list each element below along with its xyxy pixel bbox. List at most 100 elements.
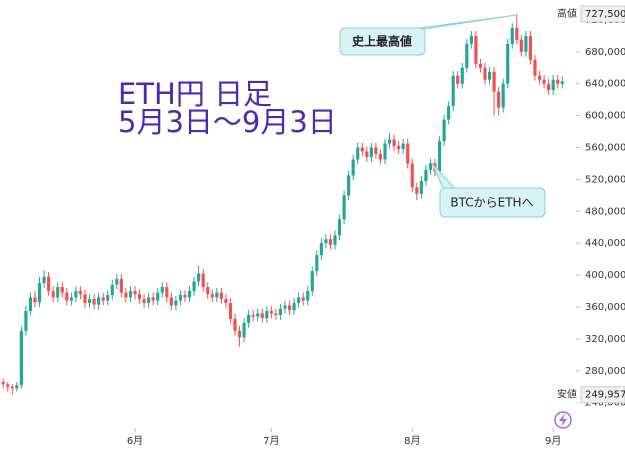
candle-body <box>260 313 264 319</box>
candle-body <box>369 147 373 158</box>
candle-body <box>487 71 492 80</box>
candle-body <box>287 305 292 311</box>
candle-body <box>451 75 455 107</box>
candle-body <box>274 313 278 315</box>
candle-body <box>537 75 542 80</box>
candle-body <box>383 143 387 160</box>
candle-body <box>374 147 378 154</box>
candle-body <box>33 297 37 303</box>
candle-body <box>28 297 33 311</box>
candle-body <box>69 297 73 301</box>
candle-body <box>515 27 519 40</box>
candle-body <box>106 295 110 301</box>
candle-body <box>37 283 42 303</box>
candle-body <box>483 67 487 80</box>
candle-body <box>428 163 433 170</box>
candle-body <box>306 291 310 301</box>
candle-body <box>160 287 164 293</box>
candle-body <box>42 276 46 284</box>
x-tick-label: 7月 <box>263 435 279 447</box>
callout-box <box>439 187 546 218</box>
candle-body <box>201 273 205 288</box>
candle-body <box>328 239 333 245</box>
x-tick-label: 9月 <box>545 435 561 447</box>
candle-body <box>547 83 551 91</box>
y-tick-label: 320,000 <box>585 334 625 345</box>
candle-body <box>97 297 101 305</box>
y-tick-label: 680,000 <box>585 47 625 58</box>
candle-body <box>228 303 233 319</box>
marker-value: 727,500 <box>585 9 625 20</box>
candle-body <box>183 295 187 298</box>
candle-body <box>119 279 123 293</box>
candle-body <box>283 305 287 309</box>
candle-body <box>15 385 19 389</box>
candle-body <box>174 300 178 306</box>
candle-body <box>497 91 501 108</box>
candle-body <box>115 279 119 285</box>
candle-body <box>83 294 87 304</box>
y-tick-label: 280,000 <box>585 366 625 377</box>
candle-body <box>233 318 237 331</box>
candle-body <box>133 291 137 295</box>
candle-body <box>124 292 128 298</box>
candle-body <box>542 79 546 84</box>
candle-body <box>351 159 355 176</box>
candle-body <box>247 314 251 323</box>
candle-body <box>278 308 283 315</box>
candle-body <box>437 141 442 172</box>
candle-body <box>47 276 51 292</box>
candle-body <box>92 299 96 305</box>
candle-body <box>397 145 401 150</box>
candle-body <box>219 292 223 300</box>
y-tick-label: 480,000 <box>585 206 625 217</box>
candle-body <box>410 163 414 188</box>
candle-body <box>510 27 514 44</box>
candle-body <box>310 271 314 292</box>
y-tick-label: 600,000 <box>585 111 625 122</box>
y-tick-label: 400,000 <box>585 270 625 281</box>
candle-body <box>460 67 464 84</box>
candle-body <box>387 139 392 144</box>
candle-body <box>51 291 55 298</box>
candle-body <box>10 386 14 389</box>
candle-body <box>142 299 146 304</box>
candle-body <box>56 287 60 298</box>
candle-body <box>197 273 201 282</box>
candle-body <box>360 147 364 152</box>
y-tick-label: 440,000 <box>585 238 625 249</box>
candle-body <box>74 291 78 298</box>
candle-body <box>474 35 478 64</box>
x-tick-label: 8月 <box>404 435 420 447</box>
candle-body <box>333 235 337 245</box>
candle-body <box>65 292 69 301</box>
candle-body <box>242 322 246 338</box>
candle-body <box>169 297 173 306</box>
marker-label: 安値 <box>557 388 577 401</box>
candle-body <box>533 59 537 76</box>
candle-body <box>137 294 142 300</box>
candle-body <box>528 35 533 60</box>
candle-body <box>24 310 28 331</box>
candle-body <box>87 299 92 304</box>
candle-body <box>19 330 23 386</box>
candle-body <box>342 195 346 220</box>
callout-text: 史上最高値 <box>352 34 412 49</box>
candle-body <box>551 79 555 91</box>
candle-body <box>415 187 419 194</box>
callout-btc: BTCからETHへ <box>431 162 546 218</box>
candle-body <box>424 169 428 182</box>
candle-body <box>401 143 405 150</box>
x-tick-label: 6月 <box>127 435 143 447</box>
candle-body <box>442 119 446 142</box>
price-markers: 高値 727,500 安値 249,957 <box>552 5 625 404</box>
candle-body <box>128 291 133 298</box>
candle-body <box>556 79 560 84</box>
marker-value: 249,957 <box>585 390 625 401</box>
candle-body <box>347 175 351 196</box>
candle-body <box>524 35 528 52</box>
candle-body <box>192 281 196 292</box>
lightning-icon <box>554 411 572 429</box>
candle-body <box>324 239 328 244</box>
